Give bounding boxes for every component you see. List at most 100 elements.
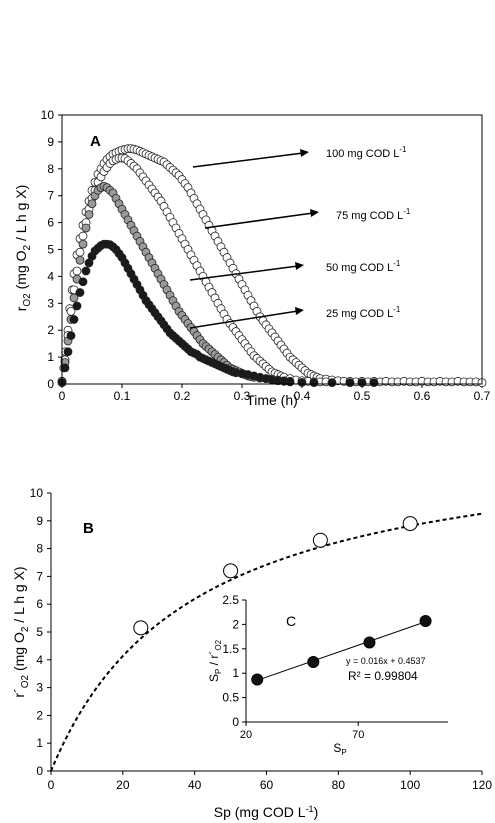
panel-b-y-tick-label: 10 [30, 486, 44, 500]
panel-c-inset-chart: 20 70 00.511.522.5 C y = 0.016x + 0.4537 … [207, 593, 452, 757]
panel-a-y-tick-label: 4 [47, 269, 54, 283]
panel-a-point [72, 301, 82, 311]
panel-a-point [84, 210, 94, 219]
panel-b-point [312, 532, 328, 548]
panel-a-y-tick-label: 1 [47, 350, 54, 364]
panel-c-data-points [251, 614, 432, 686]
panel-a-y-tick-label: 6 [47, 216, 54, 230]
panel-c-r-squared: R² = 0.99804 [348, 669, 418, 683]
arrow-25 [189, 310, 299, 329]
panel-c-equation: y = 0.016x + 0.4537 [346, 656, 426, 666]
panel-c-trendline [257, 621, 426, 681]
panel-a-y-tick-label: 3 [47, 296, 54, 310]
panel-a-y-axis-title: rO2 (mg O2 / L h g X) [13, 185, 33, 312]
arrow-50-head [295, 262, 304, 270]
panel-a-point [285, 377, 295, 387]
panel-a-point [81, 266, 91, 276]
panel-b-x-tick-label: 60 [260, 778, 274, 792]
panel-c-y-tick-label: 0 [232, 715, 239, 729]
arrow-75 [204, 212, 314, 229]
panel-a-point [78, 239, 88, 249]
panel-b-point [133, 620, 149, 636]
panel-a-x-tick-label: 0.6 [414, 389, 431, 403]
panel-b-y-tick-label: 4 [36, 653, 43, 667]
panel-a-point [69, 315, 79, 324]
panel-c-point [419, 614, 432, 627]
panel-a-point [297, 377, 307, 387]
panel-b-y-tick-label: 2 [36, 708, 43, 722]
panel-a-point [87, 199, 97, 209]
panel-c-point [363, 636, 376, 649]
panel-c-x-tick-label: 70 [352, 729, 364, 741]
panel-a-point [309, 378, 319, 388]
arrow-50 [189, 265, 299, 281]
panel-b-label: B [83, 520, 94, 537]
panel-a-point [81, 223, 91, 233]
panel-a-y-tick-label: 2 [47, 323, 54, 337]
panel-b-y-axis-title: r´O2 (mg O2 / L h g X) [11, 566, 31, 697]
panel-a-point [357, 378, 367, 388]
panel-a-x-tick-label: 0.5 [354, 389, 371, 403]
panel-a-point [78, 231, 88, 241]
panel-c-background [222, 596, 452, 750]
panel-a-y-tick-label: 7 [47, 189, 54, 203]
panel-c-x-tick-label: 20 [240, 729, 252, 741]
panel-c-y-tick-label: 2.5 [222, 593, 239, 607]
panel-b-y-tick-label: 3 [36, 681, 43, 695]
panel-a-point [327, 378, 337, 388]
panel-c-x-ticks: 20 70 [240, 722, 364, 741]
panel-b-x-tick-label: 0 [48, 778, 55, 792]
panel-a-y-tick-label: 5 [47, 243, 54, 257]
panel-c-y-axis-title: SP / r´O2 [207, 639, 223, 682]
panel-a-y-tick-label: 8 [47, 162, 54, 176]
panel-b-point [402, 516, 418, 532]
annotation-100-label: 100 mg COD L-1 [326, 145, 407, 160]
panel-a-x-tick-label: 0.2 [174, 389, 191, 403]
panel-b-y-tick-label: 8 [36, 542, 43, 556]
annotation-50-label: 50 mg COD L-1 [326, 259, 401, 274]
panel-a-y-tick-label: 0 [47, 377, 54, 391]
panel-b-x-tick-label: 100 [400, 778, 420, 792]
panel-b-x-axis-title: Sp (mg COD L-1) [214, 804, 319, 820]
panel-a-annotations: 100 mg COD L-1 75 mg COD L-1 50 mg COD L… [189, 145, 411, 329]
panel-c-x-axis-title: SP [333, 741, 346, 757]
annotation-75-label: 75 mg COD L-1 [336, 207, 411, 222]
panel-a-x-tick-label: 0.7 [474, 389, 491, 403]
panel-b-x-tick-label: 20 [116, 778, 130, 792]
annotation-25-label: 25 mg COD L-1 [326, 305, 401, 320]
panel-a-chart: 0 0.1 0.2 0.3 0.4 0.5 0.6 0.7 0 1 2 3 4 5 6 7 8 9 10 A 10… [13, 108, 491, 408]
panel-b-y-tick-label: 7 [36, 569, 43, 583]
panel-c-label: C [286, 613, 296, 629]
arrow-25-head [295, 307, 304, 315]
panel-a-point [63, 347, 73, 357]
panel-a-point [75, 288, 85, 297]
panel-c-point [251, 673, 264, 686]
arrow-75-head [310, 209, 319, 217]
panel-a-x-tick-label: 0.1 [114, 389, 131, 403]
panel-a-point [66, 331, 76, 340]
panel-b-data-points [133, 516, 418, 636]
panel-c-y-tick-label: 1.5 [222, 642, 239, 656]
panel-b-x-tick-label: 120 [472, 778, 492, 792]
panel-c-y-tick-label: 1 [232, 666, 239, 680]
panel-a-point [78, 277, 88, 287]
panel-b-y-tick-label: 1 [36, 736, 43, 750]
panel-c-y-tick-label: 0.5 [222, 691, 239, 705]
panel-a-point [369, 378, 379, 388]
panel-b-y-tick-label: 5 [36, 625, 43, 639]
panel-a-x-tick-label: 0.3 [234, 389, 251, 403]
panel-a-point [60, 363, 70, 373]
panel-b-y-tick-label: 0 [36, 764, 43, 778]
panel-a-x-axis-title: Time (h) [246, 392, 298, 408]
panel-a-x-tick-label: 0 [59, 389, 66, 403]
panel-a-x-tick-label: 0.4 [294, 389, 311, 403]
arrow-100-head [300, 149, 309, 157]
panel-a-y-tick-label: 10 [41, 108, 55, 122]
panel-c-y-tick-label: 2 [232, 617, 239, 631]
panel-a-y-ticks: 0 1 2 3 4 5 6 7 8 9 10 [41, 108, 62, 391]
panel-b-y-tick-label: 9 [36, 514, 43, 528]
panel-a-point [72, 266, 82, 276]
panel-b-point [223, 563, 239, 579]
panel-a-plot-frame [61, 114, 483, 385]
